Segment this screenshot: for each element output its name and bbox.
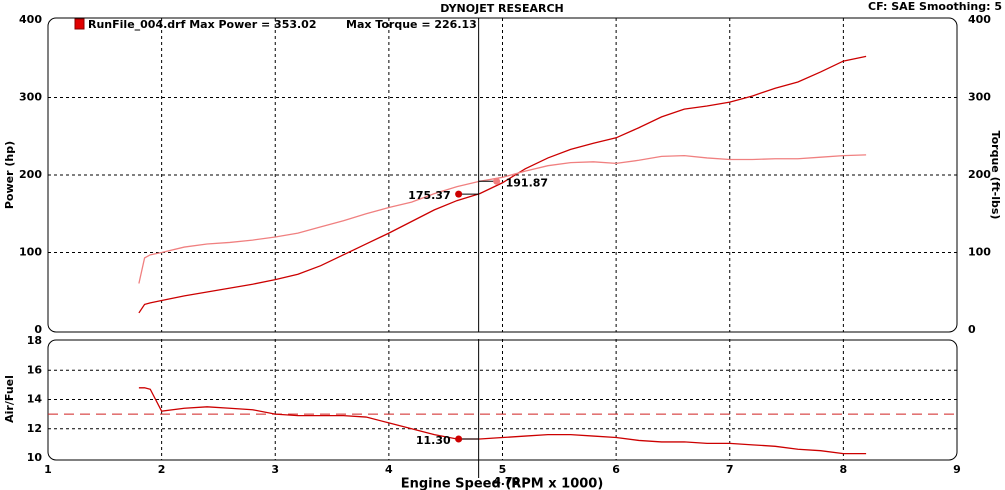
y-tick-label: 12	[27, 422, 42, 435]
x-tick-label: 4	[385, 463, 393, 476]
y-axis-title: Power (hp)	[3, 141, 16, 209]
y-tick-label: 18	[27, 334, 42, 347]
legend-text: Max Torque = 226.13	[346, 18, 477, 31]
y-tick-label: 14	[27, 393, 43, 406]
chart-subtitle: CF: SAE Smoothing: 5	[868, 0, 1002, 13]
y2-tick-label: 0	[968, 323, 976, 336]
readout-dot	[455, 190, 463, 198]
y2-tick-label: 200	[968, 168, 991, 181]
x-axis-title: Engine Speed (RPM x 1000)	[401, 477, 604, 490]
y-tick-label: 400	[19, 13, 42, 26]
x-tick-label: 6	[612, 463, 620, 476]
y2-axis-title: Torque (ft-lbs)	[989, 131, 1002, 220]
legend-swatch	[74, 18, 85, 30]
chart-title: DYNOJET RESEARCH	[440, 2, 563, 15]
y-tick-label: 0	[34, 323, 42, 336]
x-tick-label: 5	[499, 463, 507, 476]
x-tick-label: 8	[840, 463, 848, 476]
x-tick-label: 1	[44, 463, 52, 476]
x-tick-label: 7	[726, 463, 734, 476]
y-tick-label: 10	[27, 451, 43, 464]
readout-label: 175.37	[408, 189, 450, 202]
x-tick-label: 9	[953, 463, 961, 476]
y2-tick-label: 100	[968, 246, 991, 259]
y2-tick-label: 400	[968, 13, 991, 26]
series-line	[138, 55, 867, 314]
series-line	[138, 387, 867, 455]
readout-dot	[455, 435, 463, 443]
y-axis-title: Air/Fuel	[3, 375, 16, 423]
x-tick-label: 2	[158, 463, 166, 476]
readout-dot	[493, 177, 501, 185]
y-tick-label: 16	[27, 363, 43, 376]
y-tick-label: 100	[19, 246, 42, 259]
y-tick-label: 200	[19, 168, 42, 181]
readout-label: 191.87	[506, 176, 548, 189]
y2-tick-label: 300	[968, 91, 991, 104]
legend-text: RunFile_004.drf Max Power = 353.02	[88, 18, 317, 31]
cursor-label: 4.79	[493, 475, 520, 488]
readout-label: 11.30	[416, 434, 451, 447]
y-tick-label: 300	[19, 91, 42, 104]
x-tick-label: 3	[271, 463, 279, 476]
